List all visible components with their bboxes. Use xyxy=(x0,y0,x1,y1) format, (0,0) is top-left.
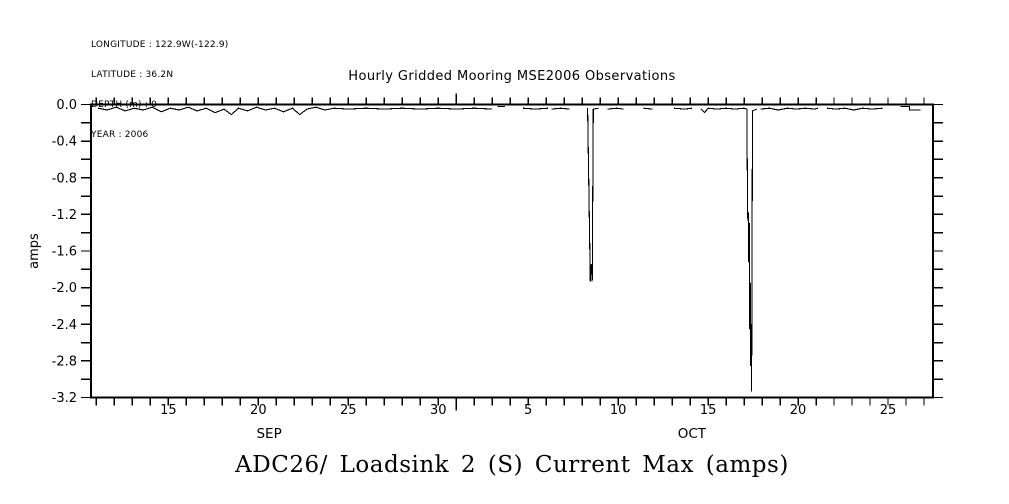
data-line-segment xyxy=(700,107,757,392)
x-ticks-top xyxy=(95,93,925,105)
data-line-segment xyxy=(900,105,921,111)
y-axis-title: amps xyxy=(27,233,42,269)
y-tick-label: -0.8 xyxy=(52,171,77,186)
data-line-segment xyxy=(522,107,549,110)
y-tick-label: 0.0 xyxy=(56,98,77,113)
x-tick-label: 25 xyxy=(880,403,897,418)
figure-caption: ADC26/ Loadsink 2 (S) Current Max (amps) xyxy=(235,452,789,478)
meta-year: YEAR : 2006 xyxy=(91,130,149,140)
data-line-segment xyxy=(760,107,819,111)
data-line-segment xyxy=(607,107,624,110)
data-series xyxy=(98,105,921,392)
x-ticks-bottom xyxy=(95,397,925,411)
x-tick-label: 25 xyxy=(340,403,357,418)
data-line-segment xyxy=(673,107,692,110)
data-line-segment xyxy=(587,107,599,282)
data-line-segment xyxy=(98,106,493,116)
y-ticks-right xyxy=(933,103,943,399)
x-tick-label: 5 xyxy=(524,403,532,418)
x-tick-label: 30 xyxy=(430,403,447,418)
y-tick-label: -2.0 xyxy=(52,281,77,296)
axis-frame xyxy=(90,103,934,399)
y-tick-label: -0.4 xyxy=(52,135,77,150)
data-line-segment xyxy=(826,107,883,111)
y-tick-label: -1.2 xyxy=(52,208,77,223)
data-line-segment xyxy=(551,107,570,110)
meta-latitude: LATITUDE : 36.2N xyxy=(91,70,174,80)
x-tick-label: 15 xyxy=(160,403,177,418)
month-label: OCT xyxy=(678,426,707,442)
month-label: SEP xyxy=(256,426,281,442)
x-tick-label: 20 xyxy=(250,403,267,418)
data-line-segment xyxy=(643,107,653,110)
meta-longitude: LONGITUDE : 122.9W(-122.9) xyxy=(91,40,229,50)
y-tick-label: -1.6 xyxy=(52,245,77,260)
y-tick-label: -3.2 xyxy=(52,391,77,406)
x-tick-label: 10 xyxy=(610,403,627,418)
y-ticks-left xyxy=(81,103,91,399)
x-tick-label: 20 xyxy=(790,403,807,418)
chart-title: Hourly Gridded Mooring MSE2006 Observati… xyxy=(348,69,676,84)
x-tick-label: 15 xyxy=(700,403,717,418)
y-tick-label: -2.8 xyxy=(52,354,77,369)
y-tick-label: -2.4 xyxy=(52,318,77,333)
